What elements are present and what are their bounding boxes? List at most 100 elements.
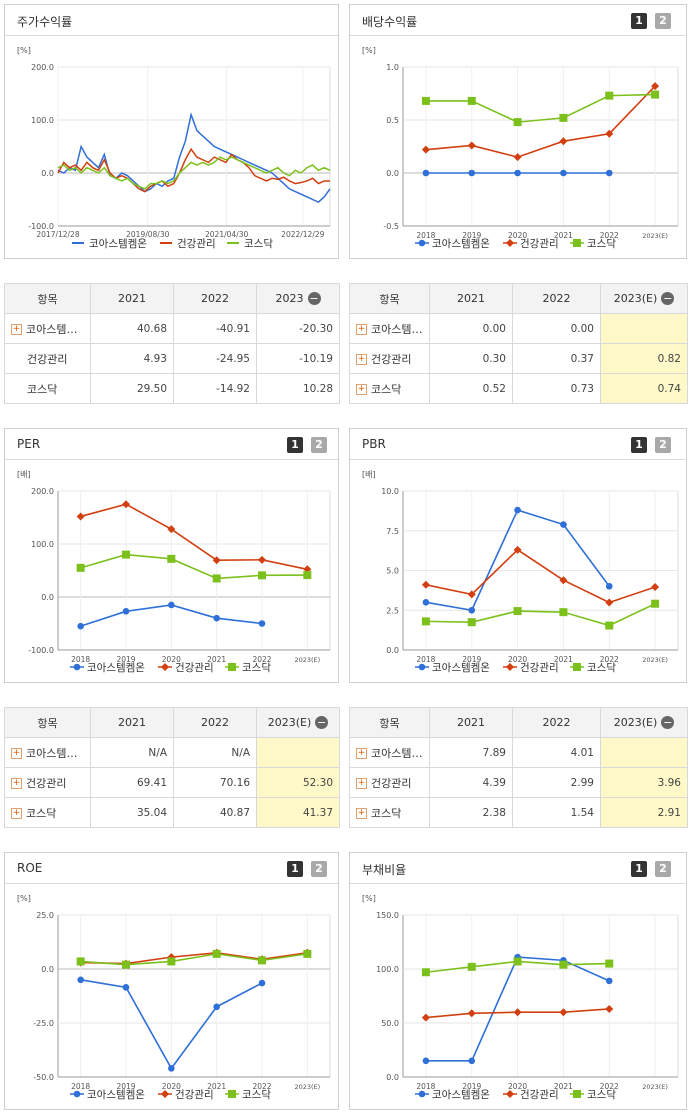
y-tick-label: -50.0 — [33, 1073, 54, 1082]
page-2-button[interactable]: 2 — [655, 437, 671, 453]
table-row: + 코스닥 0.52 0.73 0.74 — [349, 373, 688, 404]
page-2-button[interactable]: 2 — [655, 861, 671, 877]
x-tick-label: 2022 — [600, 1082, 619, 1091]
legend-label: 코아스템켐온 — [87, 1089, 145, 1101]
pbr-table: 항목 2021 2022 2023(E) − + 코아스템… 7.89 4.01 +… — [349, 707, 688, 828]
expand-icon[interactable]: + — [356, 748, 367, 759]
data-point — [122, 984, 130, 991]
col-header-label: 2023(E) — [613, 715, 658, 729]
table-row: + 코스닥 35.04 40.87 41.37 — [4, 797, 340, 828]
row-name: 건강관리 — [27, 352, 68, 366]
data-point — [213, 614, 220, 622]
expand-icon[interactable]: + — [11, 808, 22, 819]
value-cell — [256, 737, 340, 768]
value-cell: 29.50 — [90, 373, 174, 404]
panel-title: ROE — [17, 861, 43, 875]
panel-title: 주가수익률 — [17, 15, 73, 29]
value-cell: 0.00 — [512, 313, 601, 344]
collapse-icon[interactable]: − — [315, 716, 329, 730]
x-tick-label: 2023(E) — [642, 1083, 668, 1091]
data-point — [467, 1009, 476, 1018]
panel-header: PBR 1 2 — [350, 429, 686, 460]
collapse-icon[interactable]: − — [307, 292, 321, 306]
data-point — [559, 113, 568, 122]
data-point — [76, 512, 85, 521]
y-tick-label: 7.5 — [386, 527, 399, 536]
legend-marker — [161, 663, 169, 671]
data-point — [422, 169, 430, 177]
col-header: 항목 — [4, 707, 91, 738]
value-cell: 69.41 — [90, 767, 174, 798]
data-point — [303, 571, 312, 580]
data-point — [421, 1013, 430, 1022]
col-header: 2021 — [90, 707, 174, 738]
page-2-button[interactable]: 2 — [311, 861, 327, 877]
legend-label: 코아스템켐온 — [87, 662, 145, 674]
x-tick-label: 2019 — [116, 655, 135, 664]
row-name-cell: 건강관리 — [4, 343, 91, 374]
data-point — [168, 601, 175, 609]
y-tick-label: -100.0 — [28, 646, 54, 655]
row-name: 코스닥 — [26, 806, 57, 820]
legend-marker — [506, 239, 514, 247]
expand-icon[interactable]: + — [356, 778, 367, 789]
x-tick-label: 2021 — [207, 655, 226, 664]
data-point — [422, 1057, 430, 1065]
data-point — [421, 145, 430, 154]
data-point — [122, 608, 130, 615]
per-table: 항목 2021 2022 2023(E) − + 코아스템… N/A N/A + 건강… — [4, 707, 340, 828]
data-point — [77, 976, 84, 984]
expand-icon[interactable]: + — [356, 808, 367, 819]
collapse-icon[interactable]: − — [661, 716, 675, 730]
page-2-button[interactable]: 2 — [311, 437, 327, 453]
expand-icon[interactable]: + — [11, 778, 22, 789]
page-1-button[interactable]: 1 — [287, 437, 303, 453]
y-tick-label: 10.0 — [381, 487, 399, 496]
value-cell: -24.95 — [173, 343, 257, 374]
data-point — [651, 90, 660, 99]
expand-icon[interactable]: + — [356, 384, 367, 395]
dividend-yield-table: 항목 2021 2022 2023(E) − + 코아스템… 0.00 0.00 +… — [349, 283, 688, 404]
legend-label: 건강관리 — [177, 238, 216, 250]
series-line — [57, 112, 331, 204]
y-tick-label: 100.0 — [31, 116, 54, 125]
y-tick-label: 0.0 — [386, 646, 399, 655]
legend-marker — [573, 1090, 581, 1098]
data-point — [258, 555, 266, 564]
y-tick-label: 2.5 — [386, 606, 399, 615]
legend-label: 코아스템켐온 — [89, 238, 147, 250]
expand-icon[interactable]: + — [356, 354, 367, 365]
row-name: 코아스템… — [371, 746, 423, 760]
data-point — [513, 545, 522, 554]
collapse-icon[interactable]: − — [661, 292, 675, 306]
legend-label: 코스닥 — [242, 1089, 271, 1101]
series-line — [425, 93, 656, 123]
data-point — [212, 574, 221, 583]
y-tick-label: 0.0 — [386, 1073, 399, 1082]
data-point — [421, 580, 430, 589]
data-point — [167, 554, 176, 563]
panel-title: 부채비율 — [362, 863, 407, 877]
page-1-button[interactable]: 1 — [631, 861, 647, 877]
legend-marker — [506, 1090, 514, 1098]
row-name-cell: + 건강관리 — [349, 767, 430, 798]
legend-marker — [73, 1090, 81, 1098]
page-1-button[interactable]: 1 — [631, 437, 647, 453]
expand-icon[interactable]: + — [11, 748, 22, 759]
page-1-button[interactable]: 1 — [287, 861, 303, 877]
page-1-button[interactable]: 1 — [631, 13, 647, 29]
col-header-label: 2023(E) — [267, 715, 312, 729]
page-2-button[interactable]: 2 — [655, 13, 671, 29]
table-row: + 건강관리 0.30 0.37 0.82 — [349, 343, 688, 374]
expand-icon[interactable]: + — [356, 324, 367, 335]
expand-icon[interactable]: + — [11, 324, 22, 335]
debt-ratio-chart: [%]150.0 100.0 50.0 0.0 2018 2019 2020 2021 2022… — [362, 894, 679, 1101]
data-point — [605, 977, 613, 985]
value-cell: 2.38 — [429, 797, 513, 828]
value-cell: 35.04 — [90, 797, 174, 828]
data-point — [212, 949, 221, 958]
legend-marker — [573, 663, 581, 671]
legend-label: 건강관리 — [175, 1089, 214, 1101]
data-point — [303, 949, 312, 958]
value-cell: 1.54 — [512, 797, 601, 828]
